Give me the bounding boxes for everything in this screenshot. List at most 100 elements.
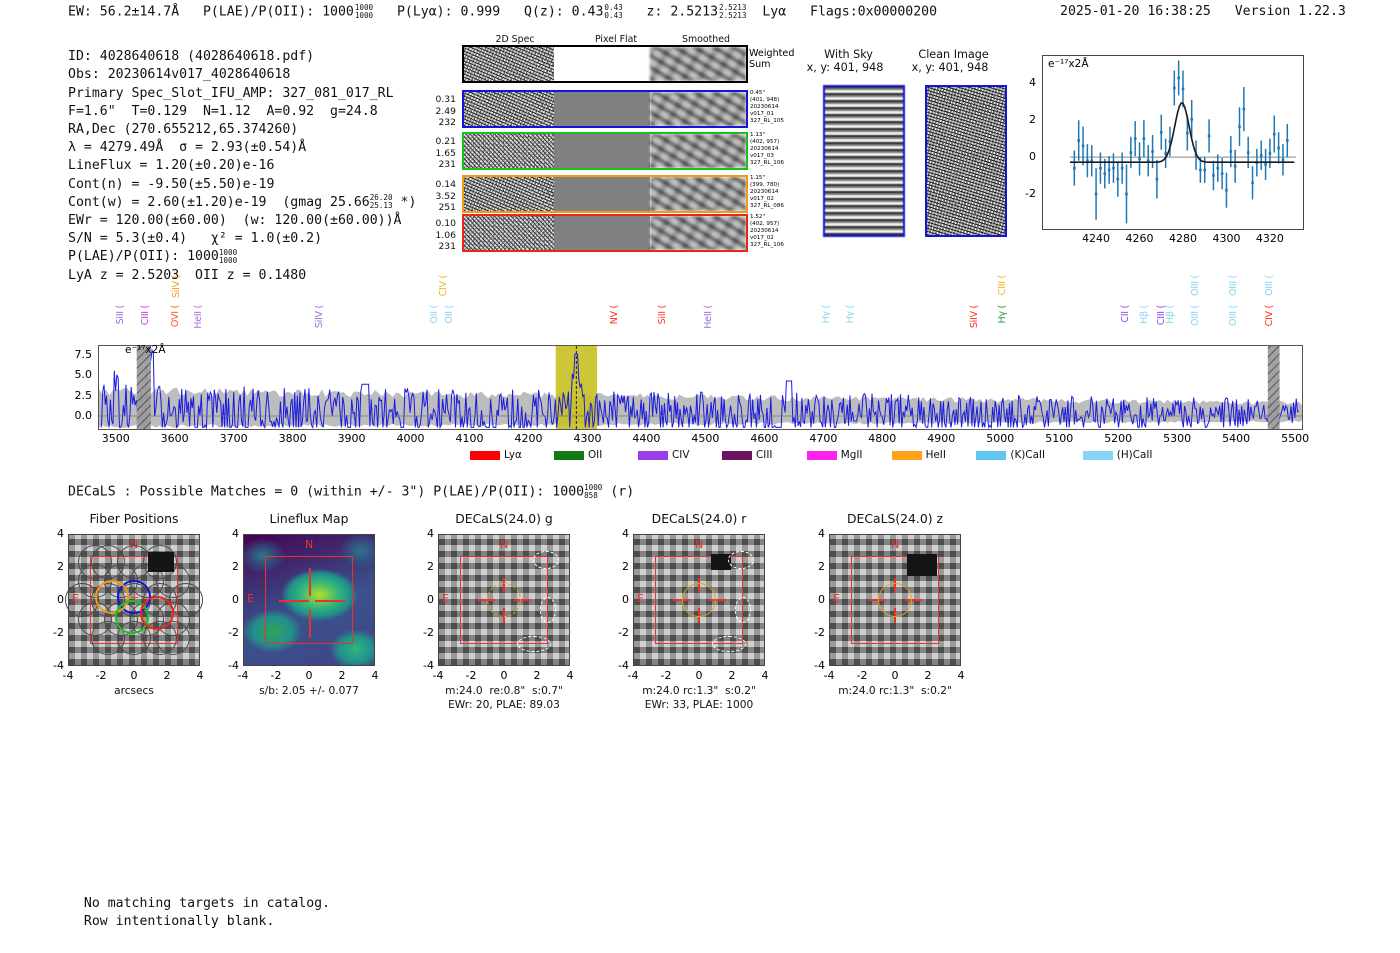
cutout-xtick: 0 bbox=[305, 669, 313, 682]
crosshair-segment bbox=[869, 599, 886, 601]
line-marker-SiIV: SiIV ( bbox=[170, 275, 182, 299]
spec2d-weighted-sum-label: Weighted Sum bbox=[749, 48, 795, 71]
crosshair-segment bbox=[309, 568, 311, 596]
legend-swatch-HCaII bbox=[1082, 451, 1113, 460]
compass-north-2: N bbox=[500, 538, 509, 551]
spectrum-xtick: 3500 bbox=[101, 432, 130, 445]
footer-note: No matching targets in catalog. Row inte… bbox=[68, 876, 330, 932]
decals-plae-range: 1000 858 bbox=[584, 483, 603, 500]
cutout-ytick: 0 bbox=[818, 593, 825, 606]
line-fit-xtick: 4240 bbox=[1082, 232, 1111, 245]
cutout-ytick: 4 bbox=[818, 527, 825, 540]
cutout-xtick: -4 bbox=[823, 669, 835, 682]
cutout-xtick: -4 bbox=[237, 669, 249, 682]
spectrum-xtick: 4500 bbox=[691, 432, 720, 445]
spec2d-row-weighted-sum bbox=[462, 45, 748, 83]
cutout-xtick: 4 bbox=[196, 669, 204, 682]
spec2d-col-header-smoothed: Smoothed bbox=[682, 34, 730, 45]
spec2d-row-1-meta: 0.45" (401, 948) 20230614 v017_01 327_RL… bbox=[750, 90, 784, 124]
detection-ellipse bbox=[728, 551, 754, 569]
info-primary-slot: Primary Spec_Slot_IFU_AMP: 327_081_017_R… bbox=[68, 85, 394, 101]
line-fit-chart: e⁻¹⁷x2Å bbox=[1042, 55, 1304, 230]
cutout-xtick: 0 bbox=[130, 669, 138, 682]
photometry-aperture bbox=[878, 583, 912, 617]
cutout-xtick: -2 bbox=[856, 669, 868, 682]
spectrum-xtick: 3600 bbox=[160, 432, 189, 445]
line-marker-Hβ: Hβ ( bbox=[1138, 305, 1150, 324]
crosshair-segment bbox=[673, 599, 690, 601]
cutout-ytick: 2 bbox=[57, 560, 64, 573]
line-marker-CIV: CIV ( bbox=[1264, 305, 1276, 327]
cutout-ytick: -2 bbox=[814, 626, 825, 639]
cutout-xtick: -2 bbox=[465, 669, 477, 682]
legend-swatch-KCaII bbox=[976, 451, 1007, 460]
legend-swatch-OII bbox=[554, 451, 584, 460]
line-fit-ytick: 4 bbox=[1029, 76, 1036, 90]
info-obs: Obs: 20230614v017_4028640618 bbox=[68, 67, 291, 83]
fiber-circle-highlight bbox=[95, 580, 129, 614]
legend-label-CIV: CIV bbox=[672, 449, 690, 461]
spec2d-row-4 bbox=[462, 214, 748, 252]
spectrum-xtick: 4700 bbox=[809, 432, 838, 445]
spectrum-xtick: 5400 bbox=[1222, 432, 1251, 445]
cutout-xtick: -2 bbox=[270, 669, 282, 682]
spectrum-plot-svg bbox=[99, 346, 1302, 430]
cutout-ytick: 4 bbox=[427, 527, 434, 540]
info-lambda-sigma: λ = 4279.49Å σ = 2.93(±0.54)Å bbox=[68, 140, 307, 156]
info-radec: RA,Dec (270.655212,65.374260) bbox=[68, 122, 299, 138]
spectrum-ytick: 0.0 bbox=[74, 408, 93, 422]
cutout-title-4: DECaLS(24.0) z bbox=[846, 511, 944, 526]
cutout-title-0: Fiber Positions bbox=[89, 511, 179, 526]
cutout-title-1: Lineflux Map bbox=[269, 511, 349, 526]
crosshair-segment bbox=[279, 600, 309, 602]
crosshair-segment bbox=[315, 600, 345, 602]
line-marker-HeII: HeII ( bbox=[703, 305, 715, 329]
legend-swatch-HeII bbox=[891, 451, 922, 460]
decals-summary-line: DECaLS : Possible Matches = 0 (within +/… bbox=[68, 484, 634, 500]
spectrum-ytick: 7.5 bbox=[74, 347, 93, 361]
line-marker-NV: NV ( bbox=[608, 305, 620, 325]
spectrum-xtick: 4100 bbox=[455, 432, 484, 445]
cutout-xtick: 2 bbox=[924, 669, 932, 682]
source-blob bbox=[711, 554, 731, 570]
header-qz-label: Q(z): 0.43 bbox=[524, 4, 604, 20]
decals-title-pre: DECaLS : Possible Matches = 0 (within +/… bbox=[68, 484, 585, 500]
line-marker-OVI: OVI ( bbox=[169, 305, 181, 328]
info-lineflux: LineFlux = 1.20(±0.20)e-16 bbox=[68, 158, 275, 174]
line-fit-ytick: 2 bbox=[1029, 113, 1036, 127]
target-marker: + bbox=[130, 591, 140, 604]
fiber-circle bbox=[169, 583, 203, 617]
header-plya: P(Lyα): 0.999 bbox=[396, 4, 501, 20]
fiber-circle bbox=[156, 621, 190, 655]
cutout-ytick: -4 bbox=[228, 659, 239, 672]
header-timestamp-version: 2025-01-20 16:38:25 Version 1.22.3 bbox=[1060, 4, 1346, 19]
line-marker-Hγ: Hγ ( bbox=[844, 305, 856, 324]
spec2d-row-2-values: 0.21 1.65 231 bbox=[435, 136, 456, 171]
compass-north-1: N bbox=[305, 538, 314, 551]
header-z-label: z: 2.5213 bbox=[646, 4, 719, 20]
spectrum-xtick: 5500 bbox=[1281, 432, 1310, 445]
cutout-xtick: 0 bbox=[500, 669, 508, 682]
line-marker-OIII: OIII ( bbox=[1264, 275, 1276, 297]
cutout-xtick: 4 bbox=[761, 669, 769, 682]
cutout-ytick: -4 bbox=[423, 659, 434, 672]
header-flags: Flags:0x00000200 bbox=[810, 4, 938, 20]
spec2d-row-3-values: 0.14 3.52 251 bbox=[435, 179, 456, 214]
aperture-box-1 bbox=[265, 556, 353, 644]
source-blob bbox=[907, 554, 937, 576]
line-marker-Hγ: Hγ ( bbox=[997, 305, 1009, 324]
header-qz-range: 0.43 0.43 bbox=[604, 3, 623, 20]
compass-north-3: N bbox=[695, 538, 704, 551]
cutout-title-3: DECaLS(24.0) r bbox=[651, 511, 747, 526]
line-marker-OII: OII ( bbox=[429, 305, 441, 324]
header-datetime-value: 2025-01-20 16:38:25 bbox=[1060, 4, 1211, 19]
spectrum-xtick: 4000 bbox=[396, 432, 425, 445]
spectrum-xtick: 4300 bbox=[573, 432, 602, 445]
spec2d-row-1-values: 0.31 2.49 232 bbox=[435, 94, 456, 129]
cutout-footer-4: m:24.0 rc:1.3" s:0.2" bbox=[838, 685, 952, 697]
spectrum-xtick: 4200 bbox=[514, 432, 543, 445]
detection-ellipse bbox=[540, 597, 556, 623]
spectrum-xtick: 3900 bbox=[337, 432, 366, 445]
legend-swatch-Lyα bbox=[470, 451, 500, 460]
cutout-xtick: 4 bbox=[957, 669, 965, 682]
